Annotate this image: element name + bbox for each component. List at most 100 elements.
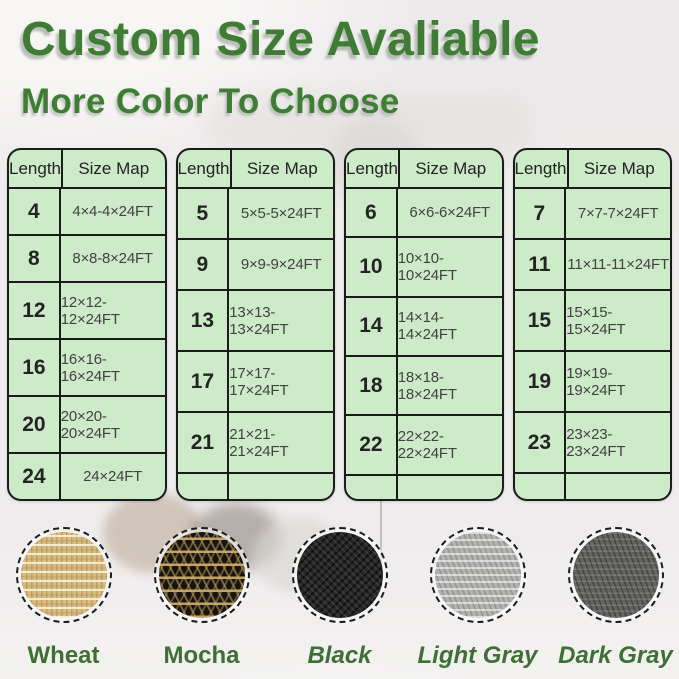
table-row: 13 13×13-13×24FT: [177, 289, 333, 350]
size-map-cell: 10×10-10×24FT: [397, 249, 457, 284]
fabric-texture-black: [296, 532, 383, 618]
column-header-sizemap: Size Map: [246, 158, 318, 178]
table-row: 17 17×17-17×24FT: [177, 350, 333, 411]
table-header-row: Length Size Map: [178, 150, 334, 187]
table-row: 23 23×23-23×24FT: [514, 411, 670, 472]
fabric-texture-wheat: [20, 532, 107, 618]
color-swatch-dark-gray: Dark Gray: [558, 527, 673, 670]
size-table-col-1: Length Size Map 4 4×4-4×24FT 8 8×8-8×24F…: [7, 148, 167, 501]
table-row: 6 6×6-6×24FT: [346, 187, 502, 237]
table-row-empty: [177, 472, 333, 499]
length-cell: 5: [178, 189, 230, 238]
length-cell: 15: [515, 291, 567, 350]
length-cell: [515, 474, 567, 499]
length-cell: [178, 474, 230, 499]
table-row: 8 8×8-8×24FT: [9, 234, 165, 281]
length-cell: 4: [9, 189, 61, 234]
table-row: 19 19×19-19×24FT: [514, 350, 670, 411]
table-row: 15 15×15-15×24FT: [514, 289, 670, 350]
table-row: 14 14×14-14×24FT: [346, 295, 502, 355]
length-cell: 12: [9, 283, 61, 338]
swatch-label-wheat: Wheat: [27, 642, 100, 669]
size-map-cell: 21×21-21×24FT: [229, 425, 289, 460]
color-swatch-mocha: Mocha: [153, 527, 250, 670]
table-row: 22 22×22-22×24FT: [346, 414, 502, 474]
table-row: 16 16×16-16×24FT: [9, 338, 165, 395]
length-cell: 13: [178, 291, 230, 350]
column-header-sizemap: Size Map: [78, 158, 150, 178]
length-cell: 20: [9, 397, 61, 452]
length-cell: 7: [515, 189, 567, 238]
length-cell: 23: [515, 413, 567, 472]
swatch-dashed-ring: [429, 527, 526, 623]
swatch-dashed-ring: [291, 527, 388, 623]
size-map-cell: 18×18-18×24FT: [397, 368, 457, 403]
fabric-texture-mocha: [158, 532, 245, 618]
length-cell: 10: [346, 238, 398, 296]
color-swatch-wheat: Wheat: [15, 527, 112, 670]
color-options: Wheat Mocha Black Light Gray Dark Gray: [0, 527, 679, 670]
table-row: 10 10×10-10×24FT: [346, 236, 502, 296]
table-row: 9 9×9-9×24FT: [177, 238, 333, 289]
size-map-cell: 4×4-4×24FT: [72, 203, 153, 220]
table-row: 24 24×24FT: [9, 452, 165, 499]
size-map-cell: [398, 476, 502, 499]
size-map-cell: 22×22-22×24FT: [397, 427, 457, 462]
background-thread-line: [380, 496, 382, 566]
table-row: 21 21×21-21×24FT: [177, 411, 333, 472]
size-map-cell: 8×8-8×24FT: [72, 250, 153, 267]
table-row: 12 12×12-12×24FT: [9, 281, 165, 338]
table-header-row: Length Size Map: [515, 150, 671, 187]
table-header-row: Length Size Map: [9, 150, 165, 187]
table-row: 11 11×11-11×24FT: [514, 238, 670, 289]
size-map-cell: 17×17-17×24FT: [229, 364, 289, 399]
length-cell: 22: [346, 416, 398, 474]
fabric-texture-light-gray: [434, 532, 521, 618]
length-cell: 8: [9, 236, 61, 281]
length-cell: 17: [178, 352, 230, 411]
length-cell: 16: [9, 340, 61, 395]
size-map-cell: 23×23-23×24FT: [566, 425, 626, 460]
column-header-length: Length: [178, 150, 232, 187]
swatch-dashed-ring: [15, 527, 112, 623]
size-map-cell: 19×19-19×24FT: [566, 364, 626, 399]
size-map-cell: [229, 474, 333, 499]
table-row: 4 4×4-4×24FT: [9, 187, 165, 234]
length-cell: 14: [346, 297, 398, 355]
length-cell: 21: [178, 413, 230, 472]
size-map-cell: 6×6-6×24FT: [409, 204, 490, 222]
size-map-cell: 12×12-12×24FT: [60, 293, 120, 328]
length-cell: 9: [178, 240, 230, 289]
size-map-cell: 11×11-11×24FT: [567, 256, 669, 273]
size-map-cell: 13×13-13×24FT: [229, 303, 289, 338]
size-tables: Length Size Map 4 4×4-4×24FT 8 8×8-8×24F…: [7, 148, 672, 501]
swatch-label-dark-gray: Dark Gray: [558, 642, 673, 669]
size-map-cell: [566, 474, 670, 499]
swatch-dashed-ring: [153, 527, 250, 623]
page-title: Custom Size Avaliable: [21, 13, 541, 66]
length-cell: 24: [9, 454, 61, 499]
size-map-cell: 7×7-7×24FT: [577, 205, 659, 222]
swatch-label-black: Black: [307, 642, 372, 669]
page-subtitle: More Color To Choose: [21, 82, 400, 121]
swatch-label-light-gray: Light Gray: [417, 642, 538, 669]
size-map-cell: 14×14-14×24FT: [397, 309, 457, 344]
swatch-label-mocha: Mocha: [163, 642, 240, 669]
column-header-sizemap: Size Map: [583, 158, 655, 178]
swatch-dashed-ring: [567, 527, 664, 623]
length-cell: 6: [346, 189, 398, 237]
table-row: 18 18×18-18×24FT: [346, 354, 502, 415]
color-swatch-black: Black: [291, 527, 388, 670]
column-header-length: Length: [346, 150, 400, 187]
size-table-col-3: Length Size Map 6 6×6-6×24FT 10 10×10-10…: [344, 148, 504, 501]
column-header-length: Length: [515, 150, 569, 187]
table-header-row: Length Size Map: [346, 150, 502, 187]
size-table-col-2: Length Size Map 5 5×5-5×24FT 9 9×9-9×24F…: [175, 148, 335, 501]
size-map-cell: 15×15-15×24FT: [566, 303, 626, 338]
table-row: 5 5×5-5×24FT: [177, 187, 333, 238]
size-map-cell: 20×20-20×24FT: [60, 407, 120, 442]
size-map-cell: 24×24FT: [83, 468, 143, 485]
column-header-sizemap: Size Map: [415, 158, 487, 178]
table-row: 20 20×20-20×24FT: [9, 395, 165, 452]
